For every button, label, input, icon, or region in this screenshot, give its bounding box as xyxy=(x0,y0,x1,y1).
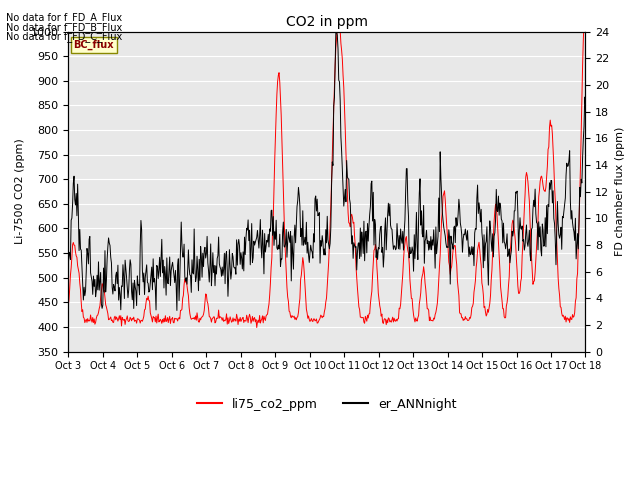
Text: No data for f_FD_A_Flux: No data for f_FD_A_Flux xyxy=(6,12,122,23)
Text: No data for f_FD_C_Flux: No data for f_FD_C_Flux xyxy=(6,31,123,42)
Text: No data for f_FD_B_Flux: No data for f_FD_B_Flux xyxy=(6,22,123,33)
Text: BC_flux: BC_flux xyxy=(74,39,114,50)
Y-axis label: Li-7500 CO2 (ppm): Li-7500 CO2 (ppm) xyxy=(15,139,25,244)
Title: CO2 in ppm: CO2 in ppm xyxy=(286,15,368,29)
Legend: li75_co2_ppm, er_ANNnight: li75_co2_ppm, er_ANNnight xyxy=(192,393,461,416)
Y-axis label: FD chamber flux (ppm): FD chamber flux (ppm) xyxy=(615,127,625,256)
